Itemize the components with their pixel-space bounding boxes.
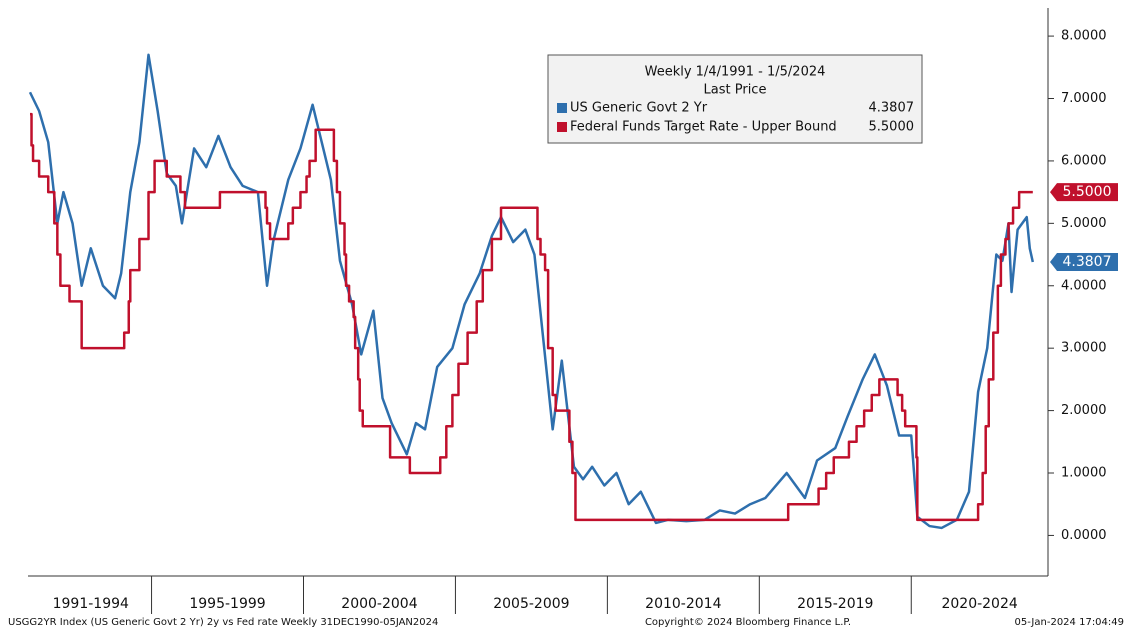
- y-tick-label: 0.0000: [1061, 528, 1107, 543]
- footer-center: Copyright© 2024 Bloomberg Finance L.P.: [645, 617, 851, 628]
- x-tick-label: 2010-2014: [645, 596, 721, 612]
- y-tick-label: 2.0000: [1061, 403, 1107, 418]
- last-value-tag: [1050, 252, 1118, 271]
- last-value-tag: [1050, 183, 1118, 202]
- y-tick-label: 1.0000: [1061, 466, 1107, 481]
- footer-left: USGG2YR Index (US Generic Govt 2 Yr) 2y …: [8, 617, 438, 628]
- y-tick-label: 3.0000: [1061, 341, 1107, 356]
- last-value-tag-label: 5.5000: [1063, 184, 1112, 200]
- legend-label: Federal Funds Target Rate - Upper Bound: [570, 120, 837, 135]
- last-value-tag-label: 4.3807: [1063, 254, 1112, 270]
- y-tick-label: 8.0000: [1061, 29, 1107, 44]
- x-tick-label: 2015-2019: [797, 596, 873, 612]
- x-tick-label: 2000-2004: [341, 596, 417, 612]
- legend-last-value: 5.5000: [869, 120, 915, 135]
- y-tick-label: 4.0000: [1061, 278, 1107, 293]
- legend-box: [547, 54, 923, 144]
- x-tick-label: 2020-2024: [941, 596, 1017, 612]
- y-tick-label: 6.0000: [1061, 153, 1107, 168]
- x-tick-label: 1991-1994: [53, 596, 129, 612]
- y-tick-label: 5.0000: [1061, 216, 1107, 231]
- x-tick-label: 1995-1999: [189, 596, 265, 612]
- legend-label: US Generic Govt 2 Yr: [570, 101, 708, 116]
- series-line: [30, 112, 1033, 522]
- legend-subtitle: Last Price: [704, 83, 767, 98]
- x-tick-label: 2005-2009: [493, 596, 569, 612]
- legend-last-value: 4.3807: [869, 101, 915, 116]
- legend-swatch: [557, 122, 567, 132]
- y-tick-label: 7.0000: [1061, 91, 1107, 106]
- legend-title: Weekly 1/4/1991 - 1/5/2024: [645, 65, 826, 80]
- footer-right: 05-Jan-2024 17:04:49: [1015, 617, 1124, 628]
- legend-swatch: [557, 103, 567, 113]
